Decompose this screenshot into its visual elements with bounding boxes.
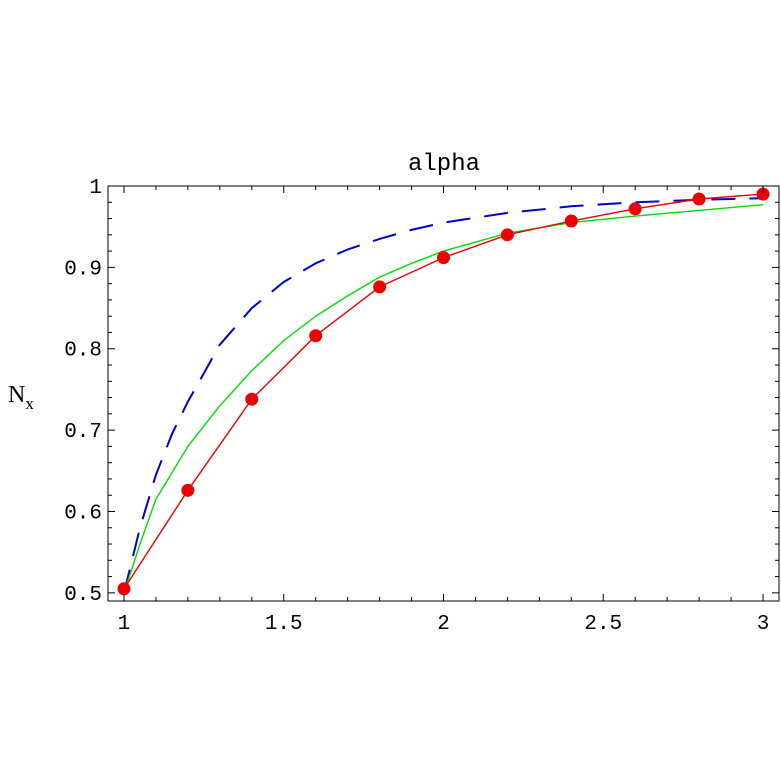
series-3-point: [756, 187, 770, 201]
series-3-point: [181, 483, 195, 497]
chart-title: alpha: [408, 151, 480, 178]
series-3-point: [500, 228, 514, 242]
series-1-line: [123, 197, 764, 594]
y-tick-label: 0.8: [64, 340, 102, 363]
x-tick-label: 2.5: [584, 613, 622, 636]
y-tick-label: 0.6: [64, 502, 102, 525]
series-3-point: [245, 392, 259, 406]
series-2-line: [123, 204, 764, 594]
y-tick-label: 1: [89, 177, 102, 200]
series-3-point: [437, 251, 450, 265]
series-3-point: [309, 329, 323, 343]
x-tick-label: 1.5: [265, 613, 303, 636]
plot-frame: [107, 185, 780, 602]
y-tick-label: 0.9: [64, 258, 102, 281]
y-axis-label: Nx: [8, 382, 34, 413]
x-tick-label: 3: [757, 613, 770, 636]
series-3-point: [564, 214, 578, 228]
series-3-point: [373, 280, 387, 294]
x-tick-label: 1: [118, 613, 131, 636]
series-layer: [117, 187, 770, 596]
y-axis-label-main: N: [8, 382, 25, 408]
y-tick-label: 0.7: [64, 421, 102, 444]
y-tick-label: 0.5: [64, 584, 102, 607]
y-axis-label-subscript: x: [25, 394, 34, 413]
series-3-point: [692, 192, 706, 206]
series-3-point: [628, 202, 642, 216]
ticks-layer: 1 1.5 2 2.5 3 0.5 0.6 0.7 0.8 0.9 1: [64, 177, 779, 636]
x-tick-label: 2: [437, 613, 450, 636]
series-3-point: [117, 582, 131, 596]
